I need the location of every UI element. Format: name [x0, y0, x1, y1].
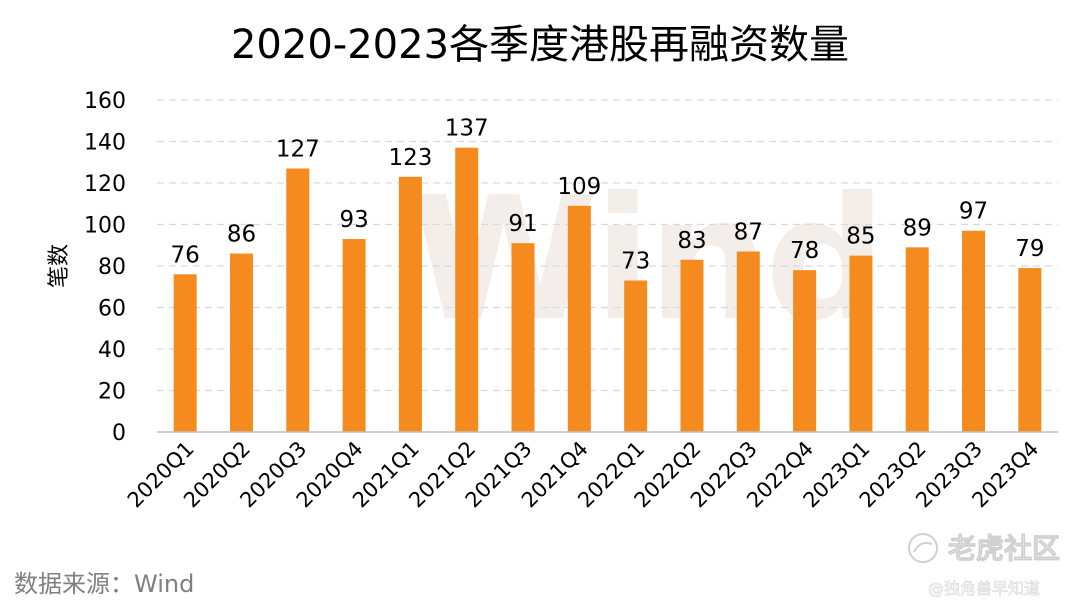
data-label: 127 — [276, 136, 320, 162]
brand-name: 老虎社区 — [948, 532, 1060, 565]
y-tick-label: 0 — [112, 421, 126, 446]
y-tick-label: 140 — [84, 131, 126, 156]
y-tick-label: 100 — [84, 214, 126, 239]
bar — [680, 259, 704, 432]
data-label: 91 — [508, 211, 537, 237]
data-labels: 76 86 127 93 123 137 91 109 73 83 87 78 85 89 97 79 — [171, 116, 1045, 275]
data-label: 78 — [790, 238, 819, 264]
bar — [398, 176, 422, 432]
bar — [173, 274, 197, 432]
source-note: 数据来源：Wind — [14, 570, 194, 598]
bar — [624, 280, 648, 432]
data-label: 87 — [734, 219, 763, 245]
data-label: 97 — [959, 199, 988, 225]
y-tick-label: 20 — [98, 380, 126, 405]
data-label: 109 — [557, 174, 601, 200]
data-label: 79 — [1015, 236, 1044, 262]
bar — [511, 243, 535, 432]
data-label: 76 — [171, 242, 200, 268]
data-label: 83 — [677, 228, 706, 254]
data-label: 137 — [445, 116, 489, 142]
bar — [1018, 268, 1042, 432]
data-label: 86 — [227, 222, 256, 248]
brand-handle: @独角兽早知道 — [928, 579, 1040, 598]
tiger-logo-icon — [908, 533, 938, 563]
bar — [229, 253, 253, 432]
y-tick-label: 40 — [98, 338, 126, 363]
bars — [173, 147, 1042, 432]
chart-title: 2020-2023各季度港股再融资数量 — [231, 22, 849, 68]
bar — [736, 251, 760, 432]
y-tick-label: 80 — [98, 255, 126, 280]
data-label: 93 — [339, 207, 368, 233]
data-label: 123 — [388, 145, 432, 171]
bar — [962, 230, 986, 432]
bar — [286, 168, 310, 432]
data-label: 89 — [903, 215, 932, 241]
y-tick-label: 60 — [98, 297, 126, 322]
data-label: 73 — [621, 249, 650, 275]
x-axis-ticks: 2020Q12020Q22020Q32020Q42021Q12021Q22021… — [123, 437, 1044, 513]
bar — [342, 239, 366, 432]
y-tick-label: 120 — [84, 172, 126, 197]
bar — [455, 147, 479, 432]
data-label: 85 — [846, 224, 875, 250]
bar — [905, 247, 929, 432]
bar — [849, 255, 873, 432]
y-tick-label: 160 — [84, 89, 126, 114]
bar — [567, 205, 591, 432]
y-axis-label: 笔数 — [47, 244, 72, 288]
bar — [793, 270, 817, 432]
y-axis-ticks: 0 20 40 60 80 100 120 140 160 — [84, 89, 126, 446]
